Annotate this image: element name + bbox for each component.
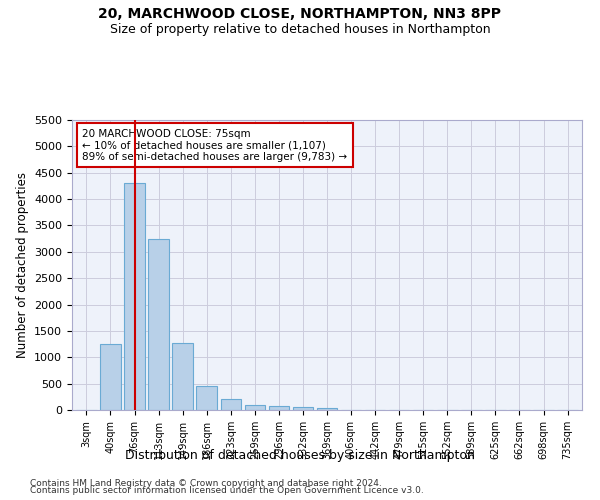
Bar xyxy=(172,342,193,410)
Text: Size of property relative to detached houses in Northampton: Size of property relative to detached ho… xyxy=(110,22,490,36)
Text: 20, MARCHWOOD CLOSE, NORTHAMPTON, NN3 8PP: 20, MARCHWOOD CLOSE, NORTHAMPTON, NN3 8P… xyxy=(98,8,502,22)
Bar xyxy=(221,400,241,410)
Bar xyxy=(269,406,289,410)
Text: 20 MARCHWOOD CLOSE: 75sqm
← 10% of detached houses are smaller (1,107)
89% of se: 20 MARCHWOOD CLOSE: 75sqm ← 10% of detac… xyxy=(82,128,347,162)
Bar xyxy=(293,407,313,410)
Bar xyxy=(124,184,145,410)
Text: Contains public sector information licensed under the Open Government Licence v3: Contains public sector information licen… xyxy=(30,486,424,495)
Bar xyxy=(196,386,217,410)
Y-axis label: Number of detached properties: Number of detached properties xyxy=(16,172,29,358)
Text: Contains HM Land Registry data © Crown copyright and database right 2024.: Contains HM Land Registry data © Crown c… xyxy=(30,478,382,488)
Bar xyxy=(317,408,337,410)
Bar xyxy=(100,344,121,410)
Bar xyxy=(148,238,169,410)
Text: Distribution of detached houses by size in Northampton: Distribution of detached houses by size … xyxy=(125,448,475,462)
Bar xyxy=(245,404,265,410)
